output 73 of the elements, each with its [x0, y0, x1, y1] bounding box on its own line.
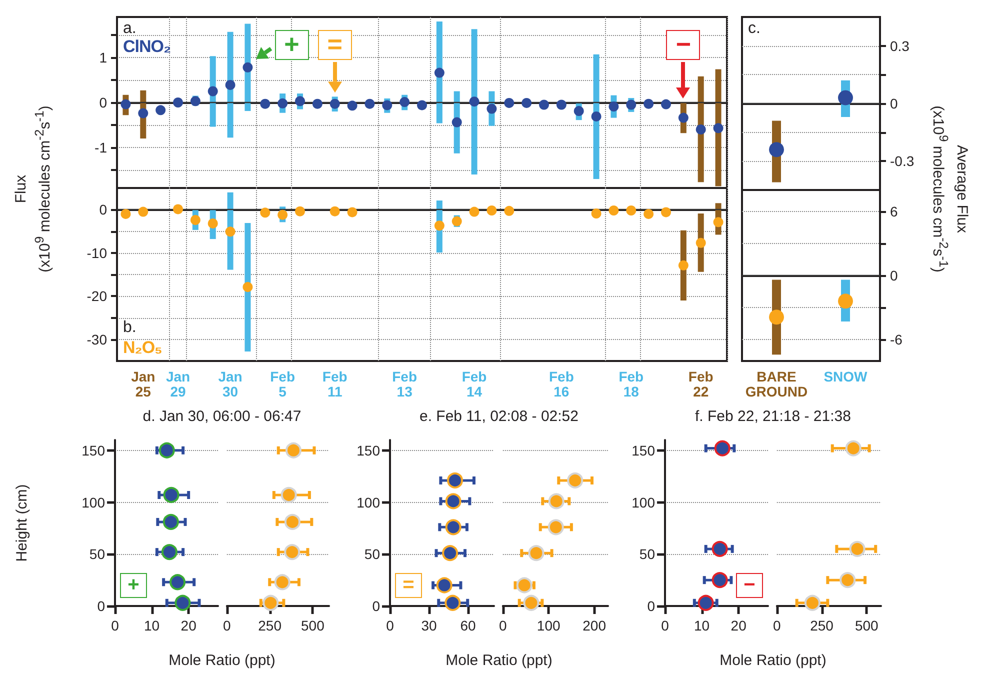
- y-tick-label: 150: [82, 442, 106, 458]
- y-axis-title: Height (cm): [12, 484, 32, 562]
- x-axis-title: Mole Ratio (ppt): [718, 652, 828, 669]
- y-tick-label: -20: [86, 288, 108, 304]
- annotation: −: [736, 573, 763, 598]
- x-tick-label: 0: [111, 618, 120, 634]
- x-tick-label: Feb 11: [322, 368, 348, 400]
- x-tick-label: 0: [772, 618, 781, 634]
- x-tick-label: Feb 18: [618, 368, 644, 400]
- chart-title: f. Feb 22, 21:18 - 21:38: [694, 408, 852, 425]
- x-tick-label: 200: [582, 618, 606, 634]
- y-tick-label: 1: [99, 50, 108, 66]
- y-tick-label: 150: [632, 442, 656, 458]
- x-tick-label: 500: [301, 618, 325, 634]
- x-tick-label: 20: [180, 618, 197, 634]
- x-axis-title: Mole Ratio (ppt): [444, 652, 554, 669]
- chart-title: c.: [748, 20, 760, 38]
- y-tick-label: 50: [639, 546, 656, 562]
- y-tick-label: 100: [632, 494, 656, 510]
- y-tick-label: -10: [86, 244, 108, 261]
- x-tick-label: 60: [460, 618, 476, 634]
- x-tick-label: Feb 16: [548, 368, 574, 400]
- annotation: +: [120, 573, 147, 598]
- y-tick-label: -30: [86, 331, 108, 348]
- y-tick-label: 0: [97, 598, 106, 614]
- y-tick-label: 50: [89, 546, 106, 562]
- y-tick-label: 0: [647, 598, 656, 614]
- x-tick-label: 0: [498, 618, 507, 634]
- y2-tick-label: 0: [890, 268, 898, 284]
- x-tick-label: 0: [386, 618, 394, 634]
- x-tick-label: 250: [810, 618, 834, 634]
- y2-tick-label: -0.3: [890, 153, 914, 170]
- text: ClNO₂: [123, 37, 171, 57]
- x-tick-label: 250: [258, 618, 282, 634]
- text: b.: [123, 319, 136, 337]
- x-tick-label: SNOW: [824, 368, 868, 384]
- y2-tick-label: 0.3: [890, 38, 910, 54]
- x-tick-label: Feb 13: [392, 368, 418, 400]
- y-tick-label: 100: [356, 494, 380, 510]
- x-tick-label: Feb 5: [270, 368, 296, 400]
- y-tick-label: 150: [356, 442, 380, 458]
- y-tick-label: 0: [99, 94, 108, 110]
- x-tick-label: Feb 14: [462, 368, 487, 400]
- y-tick-label: 0: [372, 598, 380, 614]
- annotation: =: [318, 29, 352, 60]
- y-tick-label: 50: [364, 546, 380, 562]
- text: N₂O₅: [123, 338, 162, 358]
- x-tick-label: Jan 30: [218, 368, 242, 400]
- chart-title: e. Feb 11, 02:08 - 02:52: [418, 408, 580, 425]
- y2-tick-label: 6: [890, 203, 898, 220]
- y-tick-label: 0: [99, 202, 108, 218]
- x-tick-label: Jan 25: [131, 368, 156, 400]
- x-tick-label: 20: [730, 618, 747, 634]
- x-tick-label: 30: [421, 618, 437, 634]
- y-tick-label: 100: [82, 494, 106, 510]
- annotation: =: [395, 573, 422, 598]
- x-tick-label: 500: [854, 618, 879, 634]
- annotation: −: [666, 29, 700, 60]
- chart-title: a.: [123, 20, 136, 38]
- annotation: +: [274, 29, 309, 60]
- y2-tick-label: 0: [890, 96, 898, 112]
- x-tick-label: BARE GROUND: [745, 368, 808, 400]
- x-tick-label: 0: [661, 618, 670, 634]
- y2-tick-label: -6: [890, 332, 903, 348]
- x-tick-label: Feb 22: [688, 368, 714, 400]
- x-tick-label: 10: [144, 618, 160, 634]
- x-tick-label: Jan 29: [166, 368, 190, 400]
- x-tick-label: 0: [222, 618, 231, 634]
- x-tick-label: 10: [694, 618, 710, 634]
- chart-title: d. Jan 30, 06:00 - 06:47: [142, 408, 302, 425]
- x-axis-title: Mole Ratio (ppt): [168, 652, 276, 669]
- x-tick-label: 100: [536, 618, 560, 634]
- y-tick-label: -1: [94, 140, 108, 156]
